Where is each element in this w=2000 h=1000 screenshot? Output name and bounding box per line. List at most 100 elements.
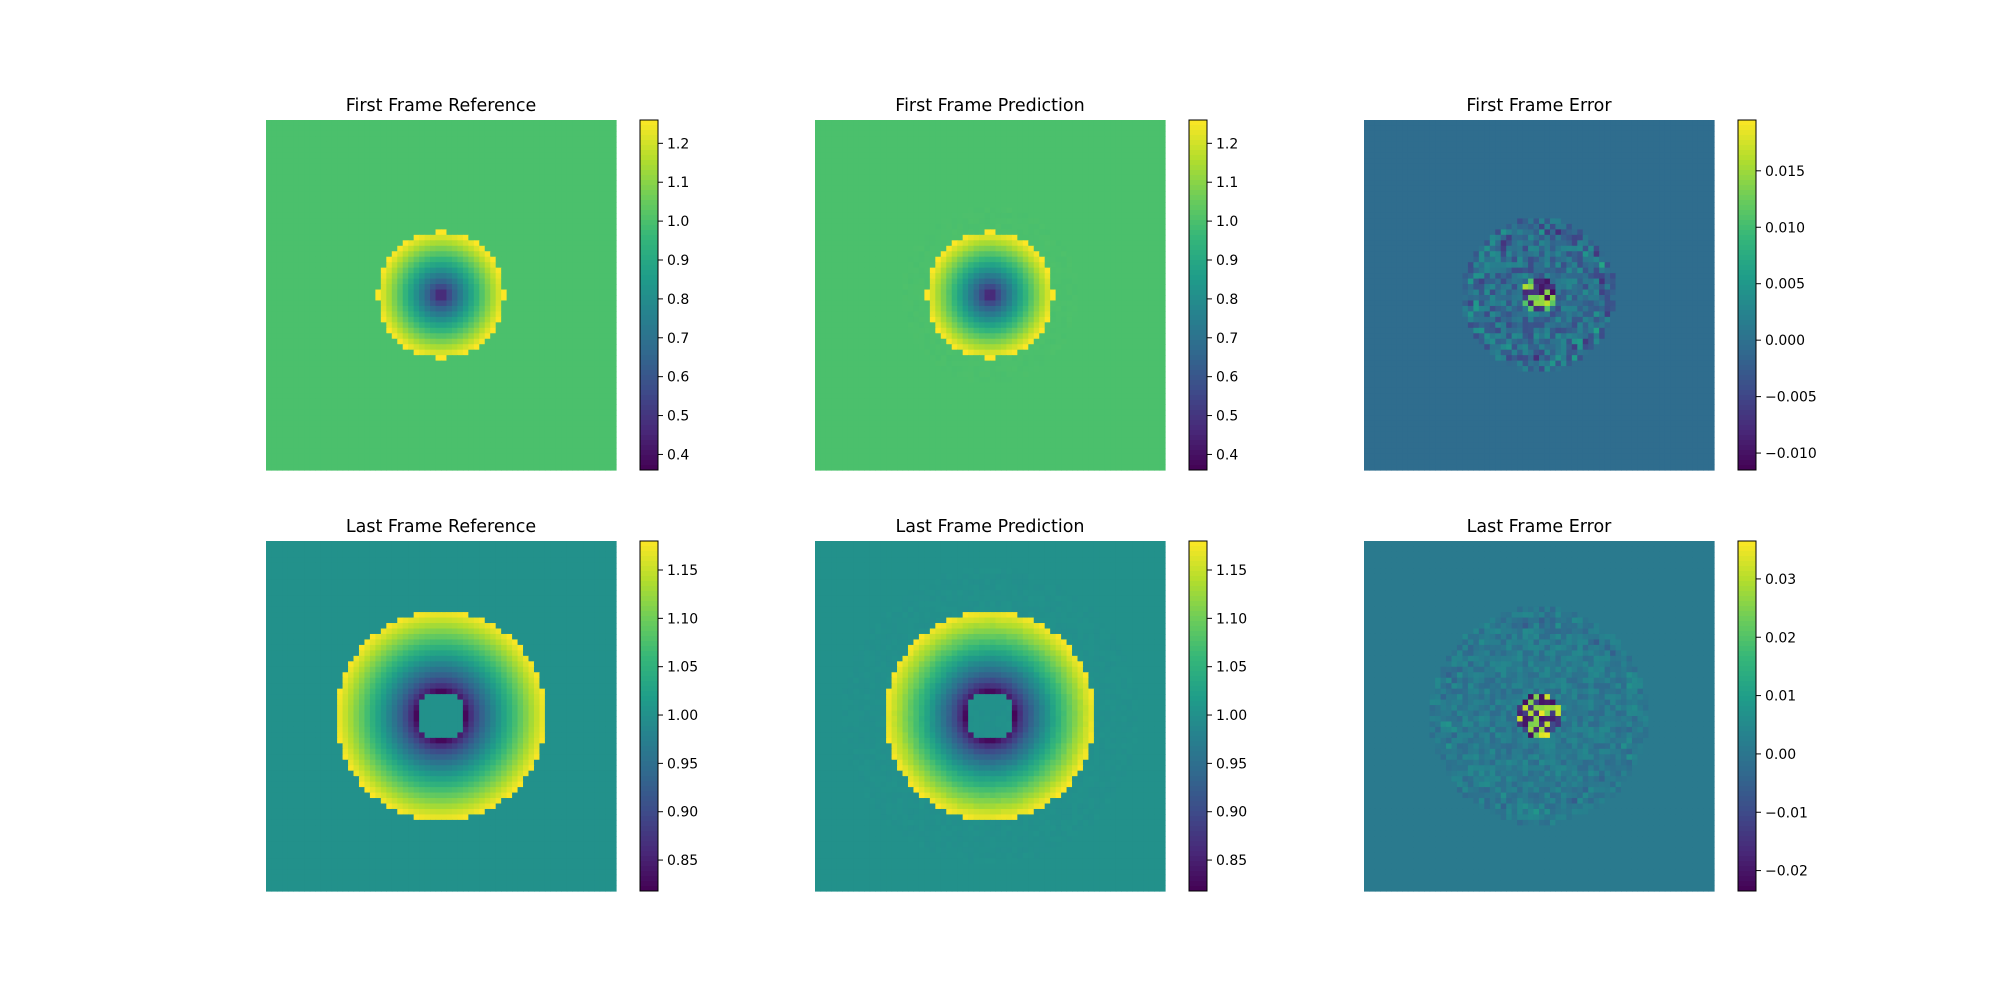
heatmap-cell <box>555 273 562 280</box>
heatmap-cell <box>298 251 305 258</box>
heatmap-cell <box>869 169 876 176</box>
heatmap-cell <box>610 147 617 154</box>
heatmap-cell <box>419 371 426 378</box>
heatmap-cell <box>550 158 557 165</box>
heatmap-cell <box>1011 185 1018 192</box>
heatmap-cell <box>588 207 595 214</box>
heatmap-cell <box>1050 180 1057 187</box>
heatmap-cell <box>457 404 464 411</box>
heatmap-cell <box>484 442 491 449</box>
heatmap-cell <box>1033 141 1040 148</box>
heatmap-cell <box>594 251 601 258</box>
heatmap-cell <box>358 295 366 302</box>
heatmap-cell <box>1159 152 1166 159</box>
heatmap-cell <box>610 202 617 209</box>
heatmap-cell <box>544 212 551 220</box>
heatmap-cell <box>364 426 371 433</box>
heatmap-cell <box>555 218 562 225</box>
heatmap-cell <box>293 234 300 241</box>
heatmap-cell <box>473 284 480 291</box>
heatmap-cell <box>298 459 305 466</box>
heatmap-cell <box>501 202 508 209</box>
heatmap-cell <box>484 398 491 405</box>
heatmap-cell <box>304 191 311 198</box>
heatmap-cell <box>517 459 524 466</box>
heatmap-cell <box>517 355 524 362</box>
heatmap-cell <box>506 207 513 214</box>
heatmap-cell <box>583 316 590 323</box>
heatmap-cell <box>506 169 513 176</box>
heatmap-cell <box>599 234 606 241</box>
heatmap-cell <box>544 152 551 159</box>
heatmap-cell <box>271 207 278 214</box>
heatmap-cell <box>304 459 311 466</box>
heatmap-cell <box>1104 147 1111 154</box>
heatmap-cell <box>940 163 947 170</box>
heatmap-cell <box>424 448 431 455</box>
heatmap-cell <box>271 278 278 285</box>
heatmap-cell <box>320 311 327 318</box>
heatmap-cell <box>1044 152 1051 159</box>
heatmap-cell <box>1022 141 1029 148</box>
heatmap-cell <box>446 442 453 449</box>
heatmap-cell <box>337 349 344 356</box>
heatmap-cell <box>424 169 431 176</box>
heatmap-cell <box>451 338 459 345</box>
heatmap-cell <box>1039 163 1046 170</box>
heatmap-cell <box>430 130 437 138</box>
heatmap-cell <box>506 125 513 132</box>
heatmap-cell <box>293 245 300 252</box>
heatmap-cell <box>495 163 502 170</box>
heatmap-cell <box>468 245 475 252</box>
heatmap-cell <box>506 273 513 280</box>
heatmap-cell <box>298 404 305 411</box>
heatmap-cell <box>408 426 415 433</box>
heatmap-cell <box>441 284 448 291</box>
heatmap-cell <box>501 256 508 263</box>
heatmap-cell <box>380 218 387 225</box>
heatmap-cell <box>342 442 349 449</box>
heatmap-cell <box>380 420 387 427</box>
heatmap-cell <box>419 420 426 427</box>
heatmap-cell <box>929 174 936 181</box>
heatmap-cell <box>572 426 579 433</box>
heatmap-cell <box>353 196 360 203</box>
heatmap-cell <box>353 191 360 198</box>
heatmap-cell <box>577 371 584 378</box>
heatmap-cell <box>479 180 486 187</box>
heatmap-cell <box>610 262 617 269</box>
heatmap-cell <box>380 120 387 127</box>
heatmap-cell <box>984 141 991 148</box>
heatmap-cell <box>266 267 273 274</box>
heatmap-cell <box>435 207 442 214</box>
heatmap-cell <box>544 338 551 345</box>
heatmap-cell <box>566 229 573 236</box>
heatmap-cell <box>451 158 459 165</box>
heatmap-cell <box>364 327 371 334</box>
heatmap-cell <box>331 415 338 422</box>
heatmap-cell <box>583 212 590 220</box>
heatmap-cell <box>544 218 551 225</box>
heatmap-cell <box>490 120 497 127</box>
heatmap-cell <box>517 333 524 340</box>
heatmap-cell <box>523 377 530 384</box>
heatmap-cell <box>820 130 827 138</box>
heatmap-cell <box>309 223 316 230</box>
heatmap-cell <box>566 120 573 127</box>
heatmap-cell <box>326 305 333 313</box>
heatmap-cell <box>853 185 860 192</box>
heatmap-cell <box>315 437 322 444</box>
heatmap-cell <box>913 180 920 187</box>
heatmap-cell <box>348 360 355 367</box>
heatmap-cell <box>544 448 551 455</box>
heatmap-cell <box>1011 158 1018 165</box>
heatmap-cell <box>441 273 448 280</box>
heatmap-cell <box>441 169 448 176</box>
colorbar-gradient-step <box>640 375 658 381</box>
colorbar-gradient-step <box>640 445 658 451</box>
heatmap-cell <box>451 327 459 334</box>
heatmap-cell <box>271 322 278 329</box>
heatmap-cell <box>430 256 437 263</box>
heatmap-cell <box>304 278 311 285</box>
heatmap-cell <box>451 311 459 318</box>
